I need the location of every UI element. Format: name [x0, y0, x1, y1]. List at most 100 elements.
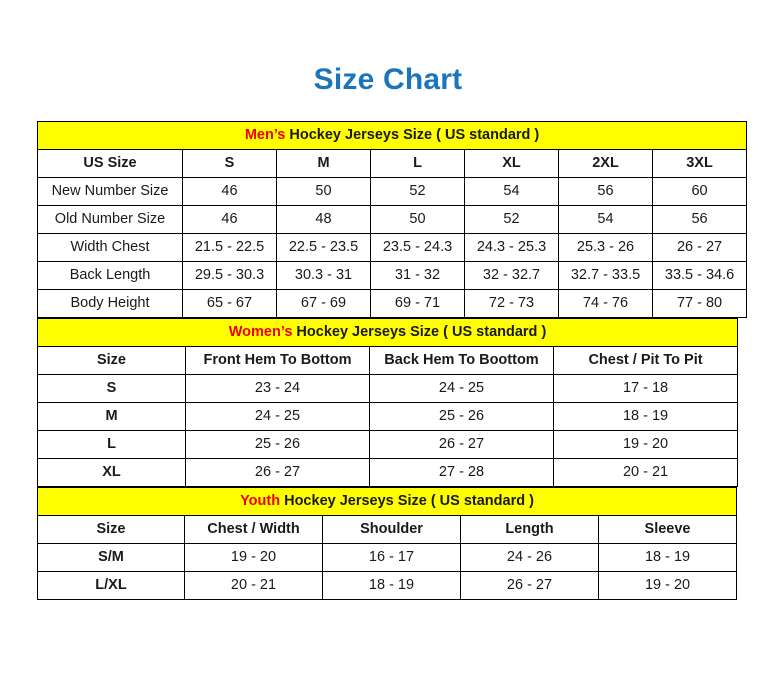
table-row: Width Chest 21.5 - 22.5 22.5 - 23.5 23.5…	[37, 233, 748, 262]
youth-size-table: Youth Hockey Jerseys Size ( US standard …	[36, 487, 738, 600]
mens-cell: 77 - 80	[651, 289, 748, 318]
table-row: L/XL 20 - 21 18 - 19 26 - 27 19 - 20	[37, 571, 738, 600]
youth-banner-rest: Hockey Jerseys Size ( US standard )	[280, 493, 534, 509]
mens-row-label: New Number Size	[37, 177, 183, 206]
womens-cell: 26 - 27	[185, 458, 370, 487]
youth-cell: 19 - 20	[597, 571, 738, 600]
mens-cell: 46	[182, 177, 277, 206]
youth-banner-row: Youth Hockey Jerseys Size ( US standard …	[36, 487, 738, 516]
mens-cell: 25.3 - 26	[558, 233, 653, 262]
youth-cell: 18 - 19	[597, 543, 738, 572]
page-title: Size Chart	[313, 63, 463, 96]
mens-row-label: Width Chest	[37, 233, 183, 262]
youth-cell: 19 - 20	[184, 543, 323, 572]
womens-cell: 27 - 28	[369, 458, 554, 487]
mens-header-cell: 2XL	[558, 149, 653, 178]
mens-cell: 29.5 - 30.3	[182, 261, 277, 290]
mens-cell: 21.5 - 22.5	[182, 233, 277, 262]
mens-cell: 56	[651, 205, 748, 234]
mens-banner-rest: Hockey Jerseys Size ( US standard )	[285, 127, 540, 143]
youth-cell: 18 - 19	[322, 571, 461, 600]
mens-header-row: US Size S M L XL 2XL 3XL	[37, 149, 748, 178]
youth-header-cell: Sleeve	[597, 515, 738, 544]
mens-header-cell: S	[182, 149, 277, 178]
womens-cell: 20 - 21	[552, 458, 739, 487]
womens-header-row: Size Front Hem To Bottom Back Hem To Boo…	[37, 346, 739, 375]
womens-banner-row: Women’s Hockey Jerseys Size ( US standar…	[36, 318, 739, 347]
table-row: XL 26 - 27 27 - 28 20 - 21	[37, 458, 739, 487]
mens-cell: 22.5 - 23.5	[276, 233, 371, 262]
mens-section-banner: Men’s Hockey Jerseys Size ( US standard …	[36, 121, 748, 150]
mens-cell: 54	[558, 205, 653, 234]
table-row: S/M 19 - 20 16 - 17 24 - 26 18 - 19	[37, 543, 738, 572]
mens-header-cell: L	[370, 149, 465, 178]
mens-cell: 54	[464, 177, 559, 206]
womens-header-cell: Size	[37, 346, 186, 375]
womens-header-cell: Front Hem To Bottom	[185, 346, 370, 375]
womens-cell: 23 - 24	[185, 374, 370, 403]
youth-section-banner: Youth Hockey Jerseys Size ( US standard …	[36, 487, 738, 516]
womens-row-label: XL	[37, 458, 186, 487]
youth-row-label: S/M	[37, 543, 185, 572]
womens-cell: 25 - 26	[185, 430, 370, 459]
table-row: Back Length 29.5 - 30.3 30.3 - 31 31 - 3…	[37, 261, 748, 290]
youth-header-cell: Length	[460, 515, 599, 544]
size-tables-container: Men’s Hockey Jerseys Size ( US standard …	[36, 121, 748, 600]
mens-cell: 56	[558, 177, 653, 206]
mens-cell: 60	[651, 177, 748, 206]
womens-size-table: Women’s Hockey Jerseys Size ( US standar…	[36, 318, 739, 487]
youth-header-cell: Chest / Width	[184, 515, 323, 544]
table-row: L 25 - 26 26 - 27 19 - 20	[37, 430, 739, 459]
youth-banner-accent: Youth	[240, 493, 281, 509]
mens-cell: 46	[182, 205, 277, 234]
mens-cell: 67 - 69	[276, 289, 371, 318]
mens-cell: 50	[276, 177, 371, 206]
mens-cell: 72 - 73	[464, 289, 559, 318]
mens-cell: 32.7 - 33.5	[558, 261, 653, 290]
mens-cell: 30.3 - 31	[276, 261, 371, 290]
mens-cell: 32 - 32.7	[464, 261, 559, 290]
table-row: Body Height 65 - 67 67 - 69 69 - 71 72 -…	[37, 289, 748, 318]
womens-cell: 24 - 25	[369, 374, 554, 403]
mens-row-label: Old Number Size	[37, 205, 183, 234]
youth-cell: 24 - 26	[460, 543, 599, 572]
womens-banner-rest: Hockey Jerseys Size ( US standard )	[292, 324, 547, 340]
mens-size-table: Men’s Hockey Jerseys Size ( US standard …	[36, 121, 748, 318]
mens-cell: 74 - 76	[558, 289, 653, 318]
youth-cell: 26 - 27	[460, 571, 599, 600]
mens-row-label: Back Length	[37, 261, 183, 290]
mens-cell: 23.5 - 24.3	[370, 233, 465, 262]
table-row: Old Number Size 46 48 50 52 54 56	[37, 205, 748, 234]
womens-row-label: S	[37, 374, 186, 403]
mens-cell: 24.3 - 25.3	[464, 233, 559, 262]
table-row: M 24 - 25 25 - 26 18 - 19	[37, 402, 739, 431]
youth-header-cell: Size	[37, 515, 185, 544]
womens-cell: 18 - 19	[552, 402, 739, 431]
womens-banner-accent: Women’s	[228, 324, 293, 340]
mens-cell: 31 - 32	[370, 261, 465, 290]
mens-banner-accent: Men’s	[244, 127, 286, 143]
womens-section-banner: Women’s Hockey Jerseys Size ( US standar…	[36, 318, 739, 347]
womens-row-label: L	[37, 430, 186, 459]
mens-header-cell: 3XL	[651, 149, 748, 178]
mens-cell: 65 - 67	[182, 289, 277, 318]
womens-cell: 19 - 20	[552, 430, 739, 459]
womens-cell: 25 - 26	[369, 402, 554, 431]
womens-cell: 17 - 18	[552, 374, 739, 403]
table-row: New Number Size 46 50 52 54 56 60	[37, 177, 748, 206]
mens-cell: 52	[370, 177, 465, 206]
mens-header-cell: US Size	[37, 149, 183, 178]
womens-cell: 24 - 25	[185, 402, 370, 431]
womens-header-cell: Chest / Pit To Pit	[552, 346, 739, 375]
youth-cell: 20 - 21	[184, 571, 323, 600]
mens-cell: 52	[464, 205, 559, 234]
youth-row-label: L/XL	[37, 571, 185, 600]
mens-header-cell: XL	[464, 149, 559, 178]
mens-cell: 50	[370, 205, 465, 234]
youth-cell: 16 - 17	[322, 543, 461, 572]
mens-cell: 26 - 27	[651, 233, 748, 262]
mens-cell: 69 - 71	[370, 289, 465, 318]
womens-cell: 26 - 27	[369, 430, 554, 459]
table-row: S 23 - 24 24 - 25 17 - 18	[37, 374, 739, 403]
